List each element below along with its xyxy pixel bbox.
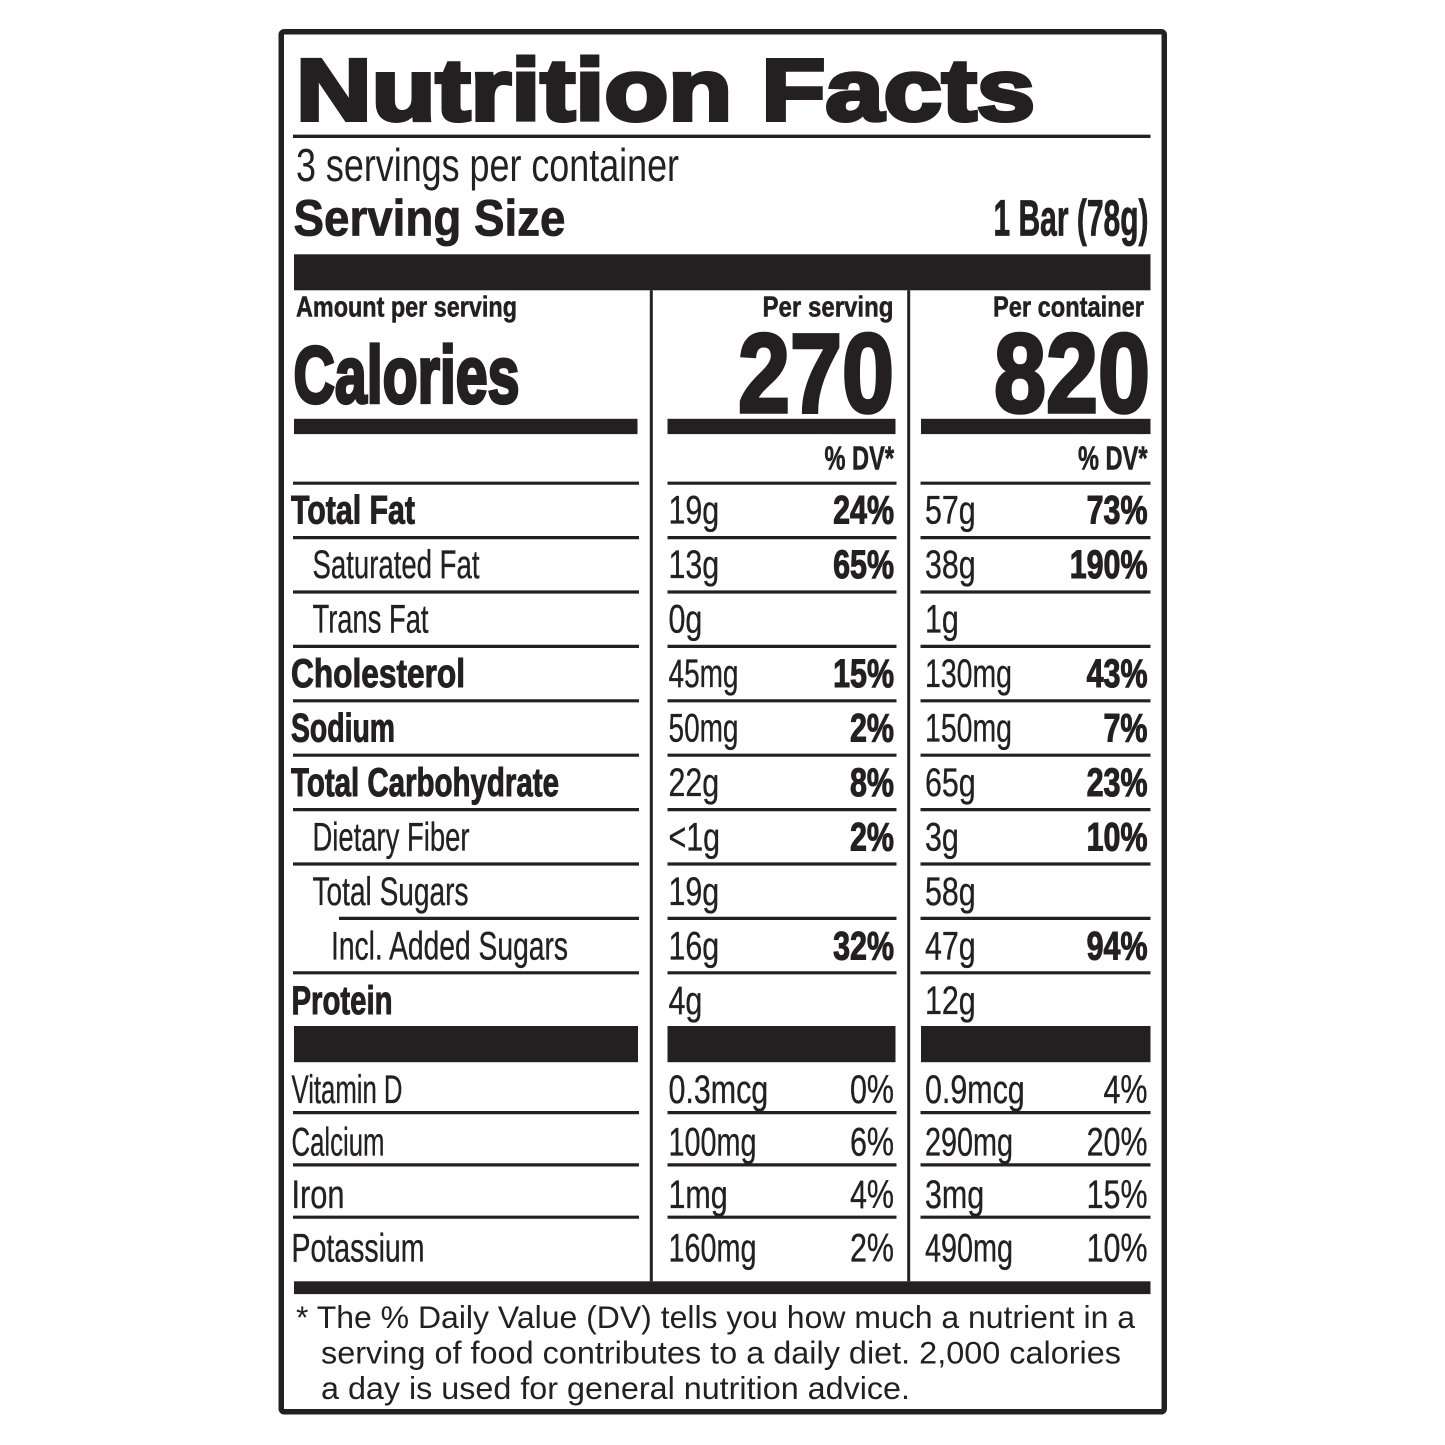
svg-text:3mg: 3mg [925,1173,984,1217]
svg-text:Serving Size: Serving Size [294,190,566,247]
svg-text:Total Carbohydrate: Total Carbohydrate [291,761,559,805]
svg-text:2%: 2% [850,1227,894,1271]
svg-text:Nutrition Facts: Nutrition Facts [296,42,1035,139]
svg-text:12g: 12g [925,979,976,1023]
svg-text:16g: 16g [669,925,720,969]
svg-text:45mg: 45mg [669,652,739,696]
svg-text:* The % Daily Value (DV) tells: * The % Daily Value (DV) tells you how m… [296,1299,1135,1335]
svg-text:3g: 3g [925,816,959,860]
svg-text:10%: 10% [1087,1227,1148,1271]
svg-text:Per container: Per container [993,292,1144,324]
svg-text:57g: 57g [925,489,976,533]
svg-text:<1g: <1g [669,816,721,860]
svg-text:Per serving: Per serving [763,292,894,324]
svg-text:2%: 2% [850,707,894,751]
svg-text:15%: 15% [833,652,894,696]
svg-text:Total Fat: Total Fat [291,489,415,533]
svg-text:94%: 94% [1087,925,1148,969]
svg-text:1 Bar (78g): 1 Bar (78g) [994,190,1149,247]
svg-text:10%: 10% [1087,816,1148,860]
svg-text:130mg: 130mg [925,652,1012,696]
svg-text:% DV*: % DV* [825,441,895,478]
svg-text:38g: 38g [925,543,976,587]
svg-text:190%: 190% [1070,543,1148,587]
svg-text:Incl. Added Sugars: Incl. Added Sugars [331,925,568,969]
svg-text:8%: 8% [850,761,894,805]
svg-text:Sodium: Sodium [291,707,395,751]
svg-text:13g: 13g [669,543,720,587]
svg-text:22g: 22g [669,761,720,805]
svg-text:1mg: 1mg [669,1173,728,1217]
svg-text:58g: 58g [925,870,976,914]
svg-text:0%: 0% [850,1068,894,1112]
svg-text:Cholesterol: Cholesterol [291,652,465,696]
svg-text:a day is used for general nutr: a day is used for general nutrition advi… [321,1370,910,1406]
svg-text:1g: 1g [925,598,959,642]
svg-text:47g: 47g [925,925,976,969]
svg-text:73%: 73% [1087,489,1148,533]
svg-text:Total Sugars: Total Sugars [313,870,469,914]
svg-text:160mg: 160mg [669,1227,757,1271]
svg-text:150mg: 150mg [925,707,1012,751]
svg-text:Calories: Calories [294,331,520,421]
svg-text:4%: 4% [850,1173,894,1217]
svg-text:820: 820 [994,311,1150,436]
svg-text:0g: 0g [669,598,703,642]
svg-text:Saturated Fat: Saturated Fat [313,543,480,587]
svg-text:19g: 19g [669,870,720,914]
svg-text:24%: 24% [833,489,894,533]
svg-text:270: 270 [738,311,894,436]
svg-text:Potassium: Potassium [292,1227,425,1271]
svg-text:490mg: 490mg [925,1227,1013,1271]
svg-text:19g: 19g [669,489,720,533]
svg-text:Protein: Protein [292,979,393,1023]
svg-text:65g: 65g [925,761,976,805]
svg-text:Dietary Fiber: Dietary Fiber [313,816,470,860]
svg-text:serving of food contributes to: serving of food contributes to a daily d… [321,1335,1121,1371]
svg-text:Calcium: Calcium [292,1121,385,1165]
svg-text:15%: 15% [1087,1173,1148,1217]
svg-text:43%: 43% [1087,652,1148,696]
svg-text:290mg: 290mg [925,1121,1013,1165]
svg-text:% DV*: % DV* [1078,441,1148,478]
svg-text:Amount per serving: Amount per serving [296,292,517,324]
svg-text:65%: 65% [833,543,894,587]
svg-text:0.9mcg: 0.9mcg [925,1068,1025,1112]
svg-text:2%: 2% [850,816,894,860]
svg-text:0.3mcg: 0.3mcg [669,1068,769,1112]
svg-text:Trans Fat: Trans Fat [313,598,429,642]
svg-text:4%: 4% [1104,1068,1148,1112]
svg-text:6%: 6% [850,1121,894,1165]
svg-text:7%: 7% [1104,707,1148,751]
svg-text:20%: 20% [1087,1121,1148,1165]
svg-text:50mg: 50mg [669,707,739,751]
svg-text:4g: 4g [669,979,703,1023]
svg-text:100mg: 100mg [669,1121,757,1165]
svg-text:23%: 23% [1087,761,1148,805]
svg-text:Iron: Iron [292,1173,345,1217]
svg-text:Vitamin D: Vitamin D [292,1068,403,1112]
svg-text:3 servings per container: 3 servings per container [296,139,679,191]
svg-text:32%: 32% [833,925,894,969]
